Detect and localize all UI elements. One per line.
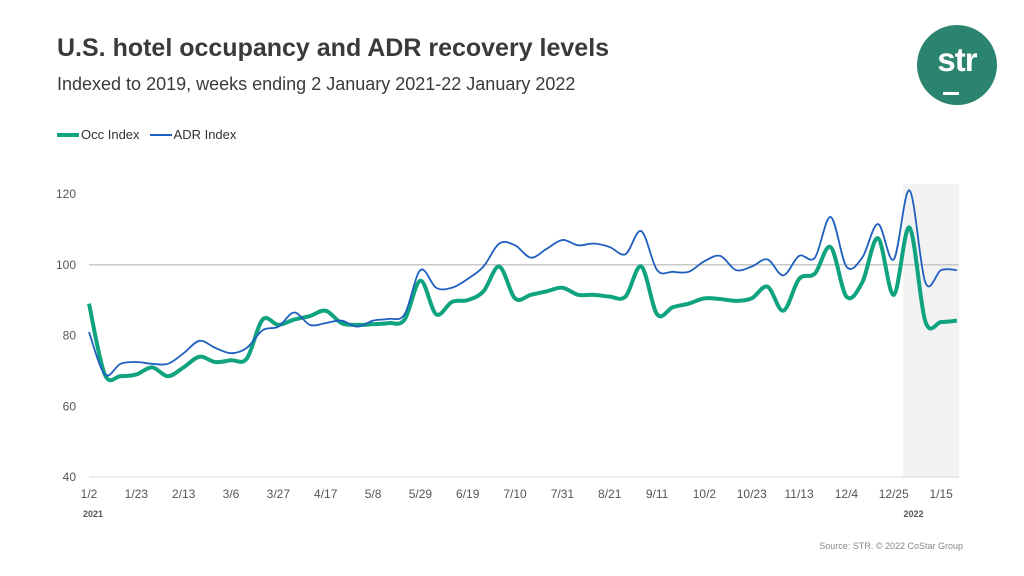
y-tick-label: 120 <box>56 187 76 201</box>
x-tick-label: 10/2 <box>693 487 717 501</box>
x-tick-label: 4/17 <box>314 487 338 501</box>
y-tick-label: 100 <box>56 258 76 272</box>
x-tick-label: 12/25 <box>879 487 909 501</box>
x-tick-label: 5/29 <box>409 487 433 501</box>
y-tick-label: 80 <box>63 329 77 343</box>
y-tick-label: 60 <box>63 399 77 413</box>
x-tick-label: 7/31 <box>551 487 575 501</box>
chart-subtitle: Indexed to 2019, weeks ending 2 January … <box>57 74 576 94</box>
legend-occ: Occ Index <box>57 127 140 142</box>
x-tick-label: 5/8 <box>365 487 382 501</box>
legend: Occ Index ADR Index <box>57 127 236 142</box>
x-tick-label: 3/27 <box>267 487 291 501</box>
legend-occ-swatch <box>57 132 79 137</box>
x-tick-label: 11/13 <box>785 487 814 501</box>
x-tick-label: 1/15 <box>929 487 953 501</box>
str-logo: str <box>917 25 997 105</box>
x-tick-label: 10/23 <box>737 487 767 501</box>
x-tick-label: 9/11 <box>646 487 669 501</box>
y-tick-label: 40 <box>63 470 77 484</box>
legend-occ-label: Occ Index <box>81 127 140 142</box>
x-tick-label: 1/2 <box>81 487 98 501</box>
x-year-label: 2021 <box>83 509 103 519</box>
chart-title: U.S. hotel occupancy and ADR recovery le… <box>57 34 610 62</box>
series-line-adr-index <box>88 189 957 377</box>
x-tick-label: 6/19 <box>456 487 480 501</box>
x-tick-label: 8/21 <box>598 487 622 501</box>
legend-adr: ADR Index <box>149 127 237 142</box>
x-tick-label: 2/13 <box>172 487 196 501</box>
series-line-occ-index <box>87 225 958 383</box>
source-note: Source: STR. © 2022 CoStar Group <box>819 541 963 551</box>
x-tick-label: 3/6 <box>223 487 240 501</box>
x-tick-label: 7/10 <box>503 487 527 501</box>
x-year-label: 2022 <box>904 509 924 519</box>
legend-adr-swatch <box>149 133 172 136</box>
x-tick-label: 1/23 <box>125 487 149 501</box>
legend-adr-label: ADR Index <box>173 127 237 142</box>
x-tick-label: 12/4 <box>835 487 859 501</box>
logo-text: str <box>937 41 977 78</box>
